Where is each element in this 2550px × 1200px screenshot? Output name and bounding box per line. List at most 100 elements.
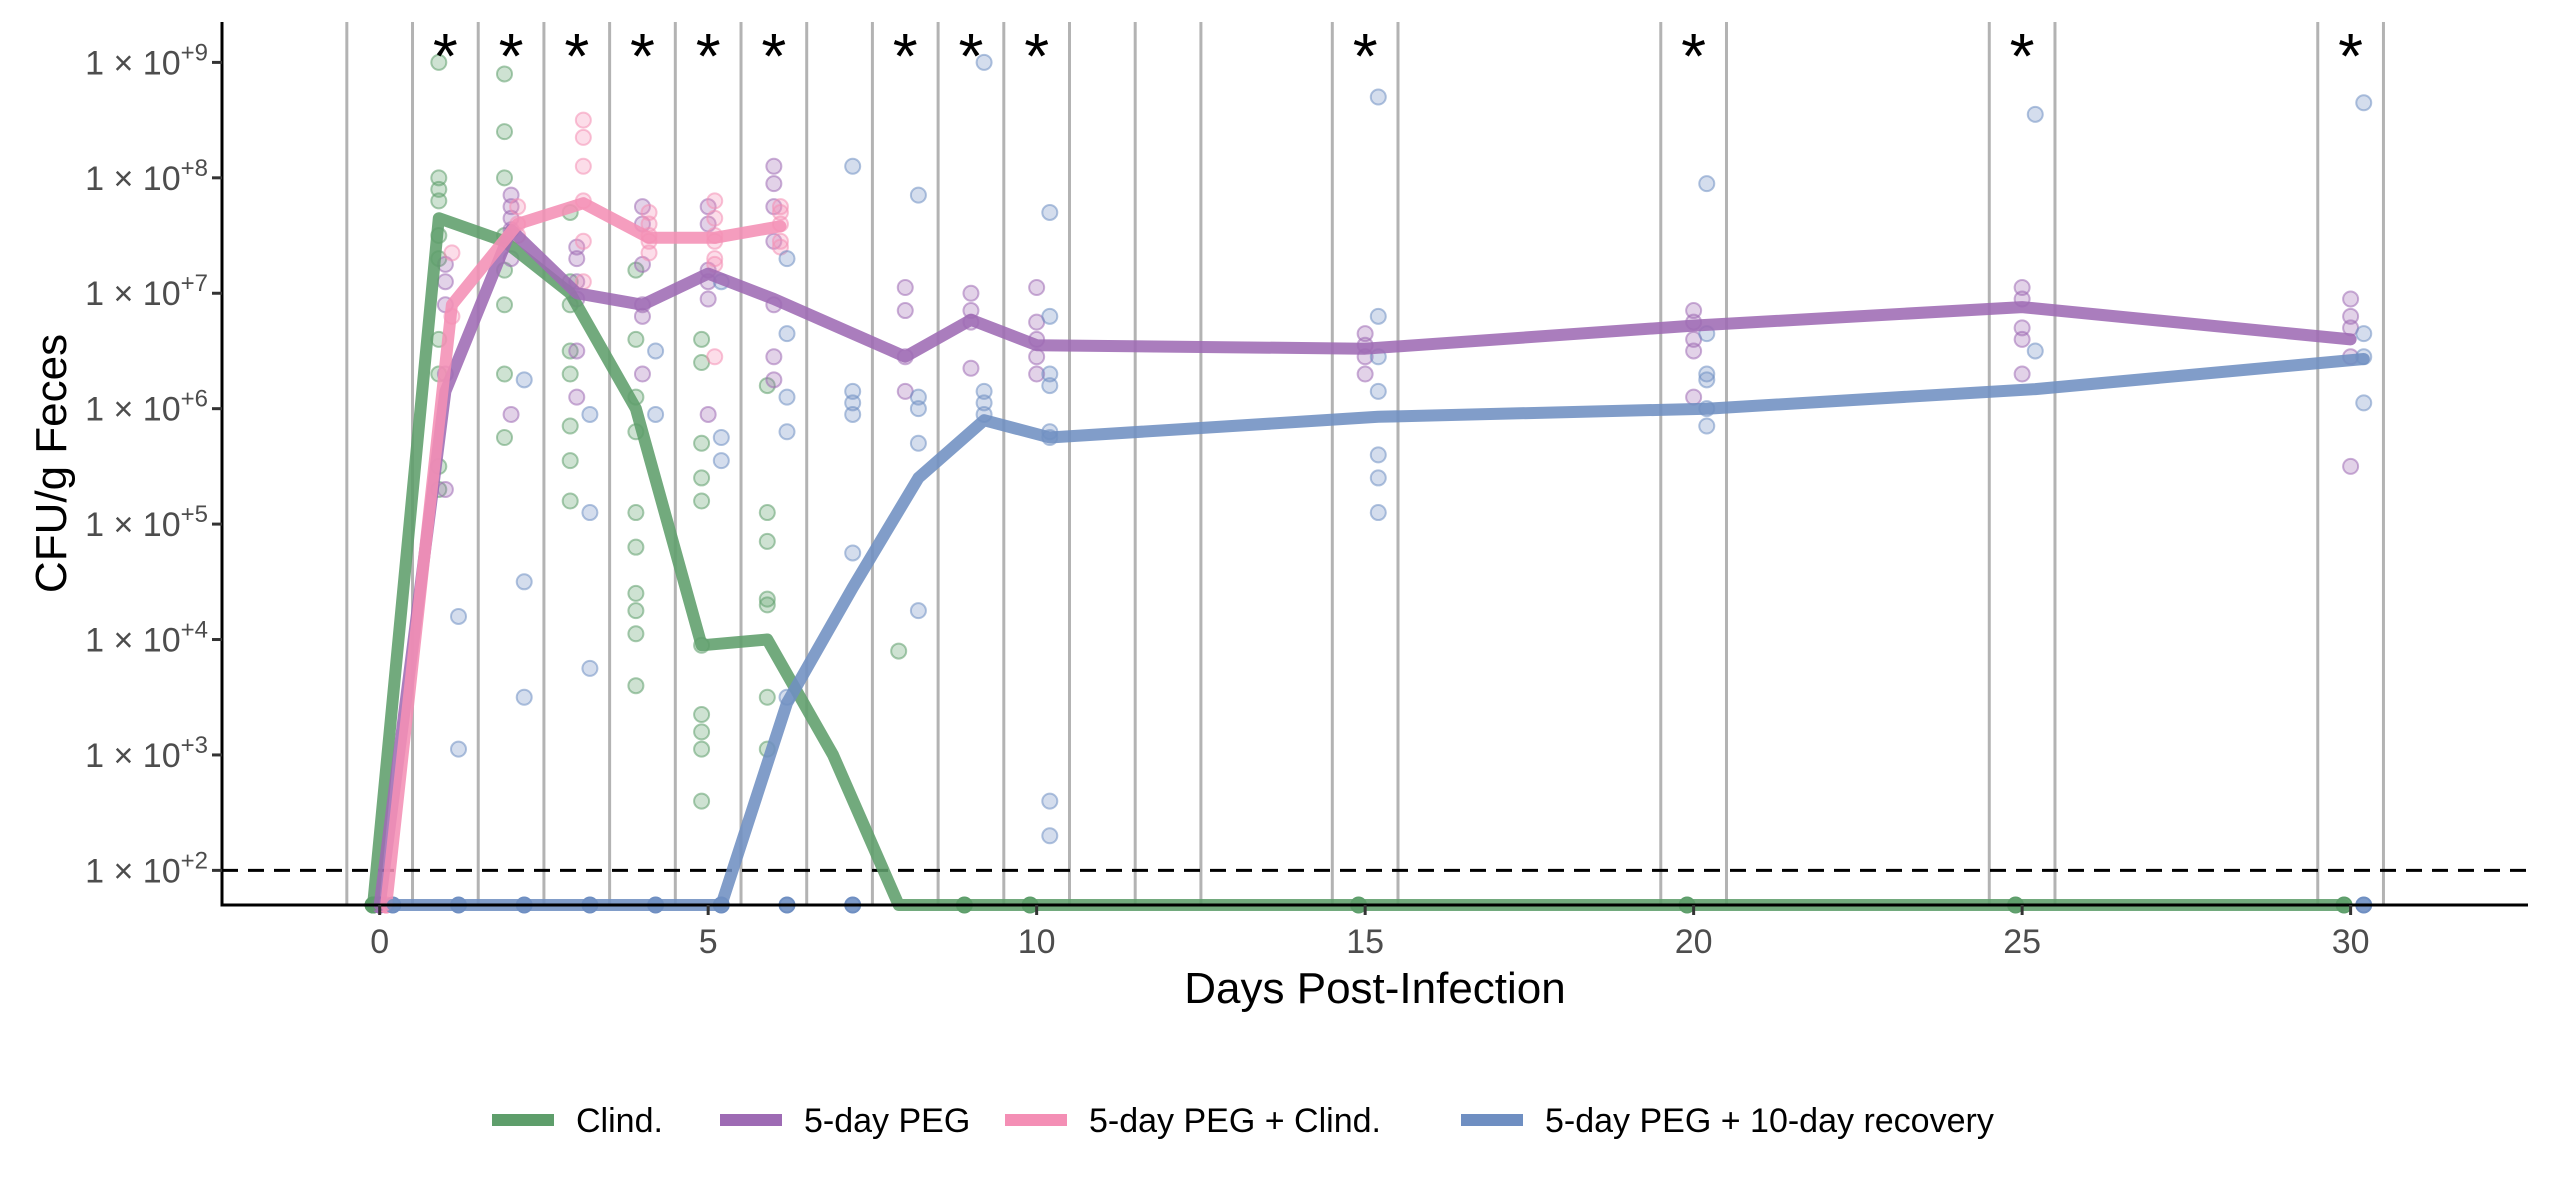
point-5-day-peg bbox=[2013, 278, 2031, 296]
x-tick-label: 25 bbox=[2003, 923, 2041, 961]
point-5-day-peg-clind bbox=[706, 209, 724, 227]
point-5-day-peg bbox=[568, 250, 586, 268]
significance-star: * bbox=[696, 20, 721, 92]
point-5-day-peg bbox=[1685, 342, 1703, 360]
point-5-day-peg-10-day-recovery bbox=[975, 53, 993, 71]
point-5-day-peg bbox=[502, 405, 520, 423]
point-clind bbox=[693, 492, 711, 510]
point-5-day-peg bbox=[699, 290, 717, 308]
point-5-day-peg bbox=[896, 302, 914, 320]
point-clind bbox=[561, 492, 579, 510]
point-5-day-peg-clind bbox=[706, 192, 724, 210]
point-clind bbox=[693, 330, 711, 348]
point-clind bbox=[430, 169, 448, 187]
point-5-day-peg-10-day-recovery bbox=[1041, 203, 1059, 221]
point-5-day-peg-10-day-recovery bbox=[844, 157, 862, 175]
point-5-day-peg bbox=[1028, 348, 1046, 366]
point-5-day-peg-10-day-recovery bbox=[712, 429, 730, 447]
point-clind bbox=[758, 532, 776, 550]
point-clind bbox=[496, 65, 514, 83]
point-5-day-peg-10-day-recovery bbox=[909, 602, 927, 620]
point-clind bbox=[758, 596, 776, 614]
point-5-day-peg-10-day-recovery bbox=[2355, 394, 2373, 412]
point-clind bbox=[430, 192, 448, 210]
y-tick-label: 1 × 10+4 bbox=[85, 617, 208, 660]
point-5-day-peg-10-day-recovery bbox=[515, 688, 533, 706]
point-5-day-peg bbox=[1356, 365, 1374, 383]
point-5-day-peg bbox=[633, 365, 651, 383]
point-5-day-peg-10-day-recovery bbox=[778, 388, 796, 406]
point-5-day-peg bbox=[1685, 388, 1703, 406]
x-axis-title: Days Post-Infection bbox=[1184, 964, 1566, 1013]
point-clind bbox=[430, 180, 448, 198]
point-5-day-peg-10-day-recovery bbox=[844, 544, 862, 562]
significance-stars: * * * * * * * * * * * * * bbox=[433, 20, 2363, 92]
significance-star: * bbox=[2338, 20, 2363, 92]
point-5-day-peg-10-day-recovery bbox=[975, 394, 993, 412]
point-5-day-peg-clind bbox=[574, 157, 592, 175]
point-5-day-peg bbox=[568, 342, 586, 360]
point-clind bbox=[693, 740, 711, 758]
point-clind bbox=[496, 296, 514, 314]
point-5-day-peg-10-day-recovery bbox=[1369, 382, 1387, 400]
point-5-day-peg-10-day-recovery bbox=[2026, 105, 2044, 123]
x-tick-label: 5 bbox=[699, 923, 718, 961]
point-5-day-peg-clind bbox=[771, 232, 789, 250]
point-5-day-peg-10-day-recovery bbox=[909, 388, 927, 406]
point-5-day-peg-clind bbox=[640, 203, 658, 221]
legend-label-5-day-peg-clind: 5-day PEG + Clind. bbox=[1089, 1102, 1381, 1140]
point-clind bbox=[627, 330, 645, 348]
point-5-day-peg-10-day-recovery bbox=[1698, 417, 1716, 435]
point-clind bbox=[890, 642, 908, 660]
point-5-day-peg bbox=[765, 371, 783, 389]
axes bbox=[220, 22, 2528, 907]
point-clind bbox=[627, 504, 645, 522]
significance-star: * bbox=[630, 20, 655, 92]
point-clind bbox=[627, 602, 645, 620]
point-5-day-peg-10-day-recovery bbox=[844, 394, 862, 412]
median-line-5-day-peg-clind bbox=[380, 197, 787, 911]
point-5-day-peg bbox=[436, 273, 454, 291]
x-tick-label: 30 bbox=[2332, 923, 2370, 961]
point-5-day-peg bbox=[633, 307, 651, 325]
y-tick-label: 1 × 10+5 bbox=[85, 501, 208, 544]
x-tick-label: 10 bbox=[1018, 923, 1056, 961]
point-5-day-peg-10-day-recovery bbox=[712, 452, 730, 470]
point-5-day-peg-clind bbox=[574, 128, 592, 146]
y-tick-label: 1 × 10+3 bbox=[85, 732, 208, 775]
point-5-day-peg-10-day-recovery bbox=[1369, 307, 1387, 325]
point-clind bbox=[496, 429, 514, 447]
point-5-day-peg-10-day-recovery bbox=[581, 405, 599, 423]
point-5-day-peg bbox=[962, 284, 980, 302]
point-5-day-peg bbox=[2342, 290, 2360, 308]
point-clind bbox=[627, 584, 645, 602]
point-5-day-peg bbox=[2342, 457, 2360, 475]
y-tick-label: 1 × 10+7 bbox=[85, 270, 208, 313]
point-5-day-peg-10-day-recovery bbox=[844, 405, 862, 423]
point-5-day-peg-10-day-recovery bbox=[909, 434, 927, 452]
point-5-day-peg-10-day-recovery bbox=[778, 250, 796, 268]
significance-star: * bbox=[959, 20, 984, 92]
x-tick-label: 15 bbox=[1346, 923, 1384, 961]
point-5-day-peg-clind bbox=[443, 244, 461, 262]
x-tick-label: 20 bbox=[1675, 923, 1713, 961]
significance-star: * bbox=[1353, 20, 1378, 92]
significance-star: * bbox=[1024, 20, 1049, 92]
point-5-day-peg-clind bbox=[771, 198, 789, 216]
significance-star: * bbox=[893, 20, 918, 92]
point-5-day-peg-10-day-recovery bbox=[450, 740, 468, 758]
point-5-day-peg-10-day-recovery bbox=[1369, 446, 1387, 464]
point-5-day-peg-clind bbox=[771, 203, 789, 221]
point-clind bbox=[693, 706, 711, 724]
point-5-day-peg-10-day-recovery bbox=[1698, 365, 1716, 383]
point-5-day-peg-10-day-recovery bbox=[515, 371, 533, 389]
point-5-day-peg-10-day-recovery bbox=[909, 186, 927, 204]
point-clind bbox=[561, 417, 579, 435]
point-5-day-peg bbox=[765, 175, 783, 193]
y-tick-label: 1 × 10+8 bbox=[85, 155, 208, 198]
point-5-day-peg bbox=[1028, 278, 1046, 296]
point-5-day-peg bbox=[436, 480, 454, 498]
median-line-5-day-peg bbox=[373, 223, 2357, 911]
point-5-day-peg-10-day-recovery bbox=[1369, 88, 1387, 106]
